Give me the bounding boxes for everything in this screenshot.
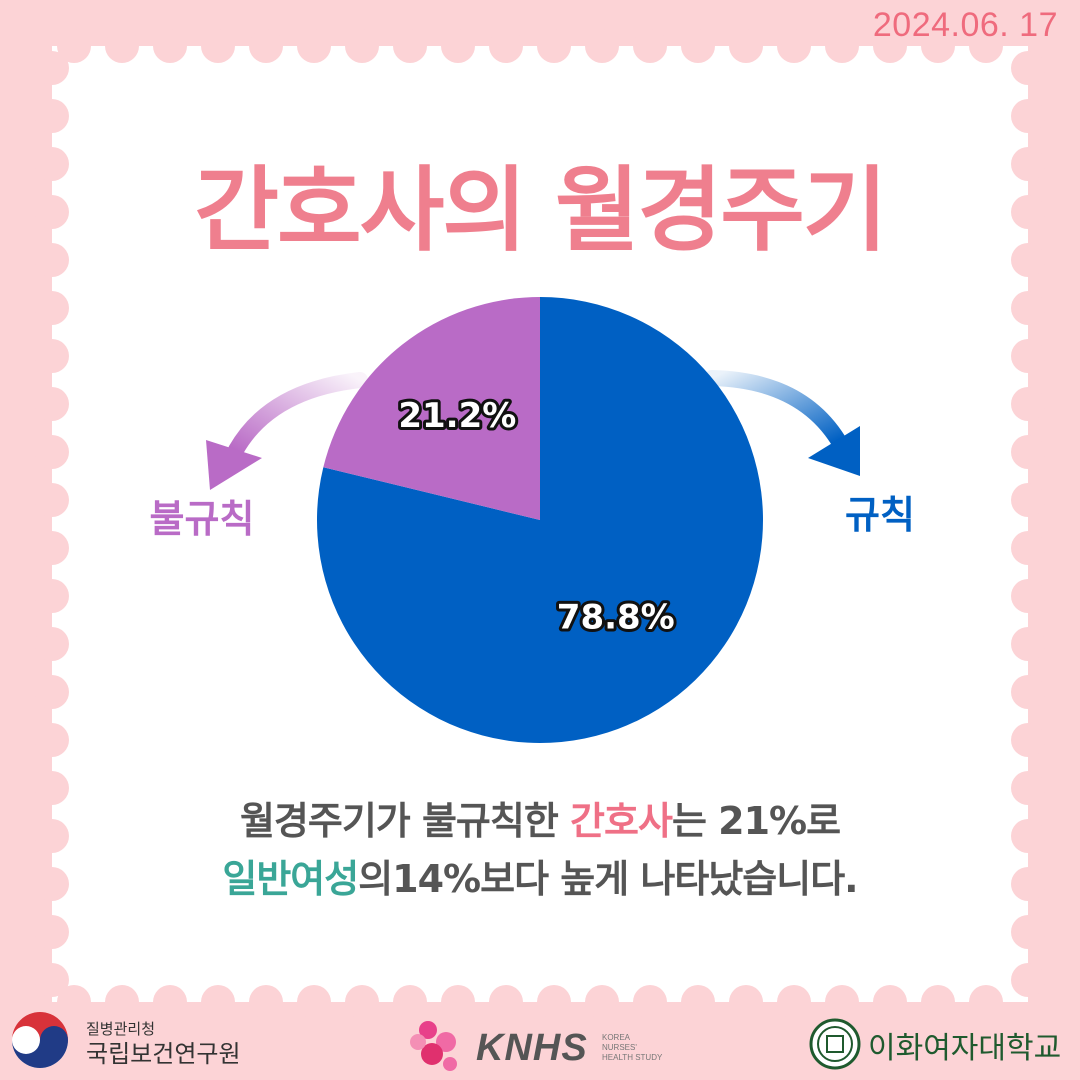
taegeuk-icon [12,1012,68,1068]
kdca-logo: 질병관리청 국립보건연구원 [12,1012,241,1068]
knhs-sub-line-1: KOREA [602,1033,631,1042]
knhs-logo: KNHS KOREA NURSES' HEALTH STUDY [410,1021,663,1071]
caption-line-1: 월경주기가 불규칙한 간호사는 21%로 [0,792,1080,850]
caption-text: 는 21%로 [671,799,841,843]
ewha-logo: 이화여자대학교 [809,1018,1061,1070]
caption-text: 의14%보다 높게 나타났습니다. [358,857,858,901]
pct-label-regular: 78.8% [557,597,675,637]
footer-logos: 질병관리청 국립보건연구원 KNHS KOREA NURSES' HEALTH … [12,1012,1061,1071]
irregular-arrow-icon [206,372,368,490]
kdca-name-text: 국립보건연구원 [86,1040,241,1068]
regular-arrow-icon [704,370,860,476]
ewha-seal-icon [809,1018,861,1070]
pct-label-irregular: 21.2% [398,396,516,436]
caption-highlight-women: 일반여성 [222,857,359,901]
ewha-name-text: 이화여자대학교 [868,1031,1061,1066]
pie-slice-irregular [323,297,540,520]
knhs-logo-text: KNHS [476,1027,588,1069]
caption-text: 월경주기가 불규칙한 [239,799,571,843]
date-label: 2024.06. 17 [872,6,1058,44]
flower-icon [410,1021,457,1071]
category-label-regular: 규칙 [845,493,915,537]
knhs-sub-line-3: HEALTH STUDY [602,1053,663,1062]
caption: 월경주기가 불규칙한 간호사는 21%로 일반여성의14%보다 높게 나타났습니… [0,792,1080,908]
kdca-small-text: 질병관리청 [86,1020,155,1038]
page-title: 간호사의 월경주기 [194,157,887,264]
knhs-sub-line-2: NURSES' [602,1043,637,1052]
category-label-irregular: 불규칙 [150,497,255,541]
caption-line-2: 일반여성의14%보다 높게 나타났습니다. [0,850,1080,908]
caption-highlight-nurse: 간호사 [570,799,673,843]
